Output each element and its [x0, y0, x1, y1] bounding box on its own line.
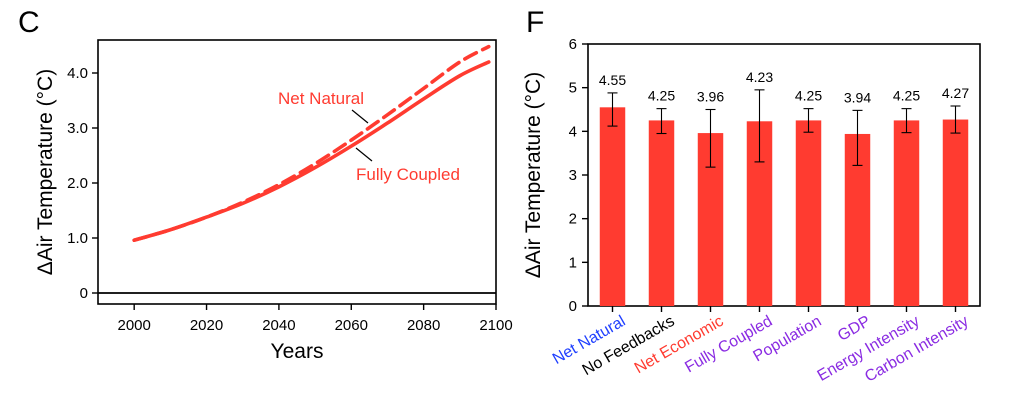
panel-f-value-label: 4.27 — [942, 85, 969, 101]
panel-c-x-tick-label: 2000 — [117, 317, 150, 334]
panel-f-y-tick-label: 0 — [569, 298, 577, 315]
panel-f-bar — [942, 119, 969, 306]
panel-c-letter: C — [18, 6, 40, 39]
panel-c-series-labels: Net Natural Fully Coupled — [278, 89, 460, 184]
panel-f-y-tick-label: 4 — [569, 123, 577, 140]
panel-c-y-axis-title: ΔAir Temperature (°C) — [34, 69, 57, 275]
panel-f-letter: F — [526, 6, 544, 39]
panel-f-value-label: 3.96 — [697, 89, 724, 105]
panel-f-bar — [599, 107, 626, 306]
panel-c-x-tick-label: 2020 — [190, 317, 223, 334]
panel-c-label-fully-coupled: Fully Coupled — [356, 165, 460, 184]
panel-f-value-label: 4.23 — [746, 69, 773, 85]
panel-f-bar — [893, 120, 920, 307]
panel-f-value-label: 4.25 — [795, 88, 822, 104]
panel-c-y-tick-label: 0 — [80, 285, 88, 302]
panel-c-x-tick-label: 2080 — [407, 317, 440, 334]
panel-f-y-axis-title: ΔAir Temperature (°C) — [522, 72, 545, 278]
panel-c-line-chart: C 2000 2020 2040 2060 2080 210001.02.03.04.0 … — [18, 6, 513, 363]
panel-f-y-tick-label: 3 — [569, 167, 577, 184]
panel-f-bars: 4.55 4.25 3.96 4.23 4.25 3.94 4.25 4.27 — [599, 69, 969, 307]
panel-c-y-tick-label: 1.0 — [67, 230, 88, 247]
panel-f-value-label: 3.94 — [844, 89, 871, 105]
panel-c-leader-fully-coupled — [355, 147, 373, 162]
panel-c-line-net-natural — [132, 44, 491, 242]
panel-f-y-tick-label: 2 — [569, 211, 577, 228]
panel-c-line-fully-coupled — [132, 60, 491, 242]
panel-c-label-net-natural: Net Natural — [278, 89, 364, 108]
panel-f-plot-frame — [587, 43, 981, 307]
panel-c-plot-frame — [97, 39, 497, 305]
panel-c-leader-net-natural — [351, 109, 369, 124]
panel-f-y-tick-label: 6 — [569, 36, 577, 53]
panel-c-y-tick-label: 3.0 — [67, 120, 88, 137]
panel-f-value-label: 4.55 — [599, 72, 626, 88]
panel-c-x-tick-label: 2060 — [335, 317, 368, 334]
panel-f-bar — [648, 120, 675, 307]
panel-c-series — [132, 44, 491, 242]
panel-c-x-axis-title: Years — [271, 340, 324, 363]
panel-f-value-label: 4.25 — [648, 88, 675, 104]
panel-f-y-tick-label: 1 — [569, 254, 577, 271]
panel-c-y-tick-label: 4.0 — [67, 65, 88, 82]
panel-c-x-tick-label: 2040 — [262, 317, 295, 334]
panel-c-y-tick-label: 2.0 — [67, 175, 88, 192]
panel-c-x-tick-label: 2100 — [479, 317, 512, 334]
panel-f-bar — [795, 120, 822, 307]
panel-c-axes: 2000 2020 2040 2060 2080 2100 0 1.0 2.0 3.0 4.0 — [67, 65, 513, 334]
panel-f-y-tick-label: 5 — [569, 80, 577, 97]
panel-f-value-label: 4.25 — [893, 88, 920, 104]
